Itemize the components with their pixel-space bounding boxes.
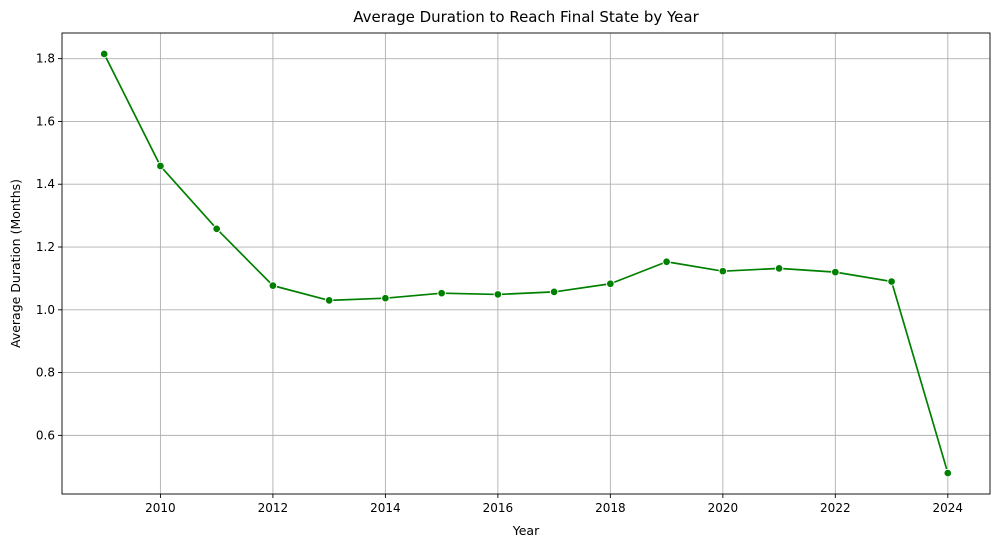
x-axis-label: Year <box>512 523 540 538</box>
data-point <box>606 279 615 288</box>
data-point <box>774 264 784 273</box>
data-point <box>887 277 896 286</box>
y-tick-label: 1.0 <box>36 303 55 317</box>
y-tick-label: 1.2 <box>36 240 55 254</box>
chart-title: Average Duration to Reach Final State by… <box>353 8 699 26</box>
y-tick-label: 0.8 <box>36 366 55 380</box>
x-tick-label: 2014 <box>370 501 401 515</box>
x-tick-label: 2020 <box>708 501 739 515</box>
data-point <box>831 267 840 277</box>
series-layer <box>99 49 953 478</box>
x-tick-label: 2018 <box>595 501 626 515</box>
y-tick-label: 1.6 <box>36 114 55 128</box>
y-tick-label: 1.4 <box>36 177 55 191</box>
x-tick-label: 2012 <box>258 501 289 515</box>
grid-lines <box>62 33 990 494</box>
x-tick-label: 2010 <box>145 501 176 515</box>
x-tick-label: 2024 <box>933 501 964 515</box>
data-point <box>99 49 109 59</box>
data-point <box>212 224 221 234</box>
y-axis-ticks: 0.6 0.8 1.0 1.2 1.4 1.6 1.8 <box>36 52 62 442</box>
data-point <box>156 161 165 171</box>
y-tick-label: 0.6 <box>36 428 55 442</box>
data-point <box>943 468 953 478</box>
data-point <box>493 290 503 299</box>
x-tick-label: 2022 <box>820 501 851 515</box>
data-point <box>718 266 728 276</box>
data-point <box>268 281 278 290</box>
data-point <box>662 257 671 267</box>
data-point <box>437 288 446 298</box>
x-axis-ticks: 2010 2012 2014 2016 2018 2020 2022 2024 <box>145 494 963 515</box>
data-point <box>381 293 390 303</box>
plot-frame <box>61 32 991 495</box>
y-tick-label: 1.8 <box>36 52 55 66</box>
data-point <box>549 287 559 297</box>
y-axis-label: Average Duration (Months) <box>8 179 23 348</box>
series-line <box>103 53 949 474</box>
x-tick-label: 2016 <box>483 501 514 515</box>
data-point <box>324 296 334 305</box>
